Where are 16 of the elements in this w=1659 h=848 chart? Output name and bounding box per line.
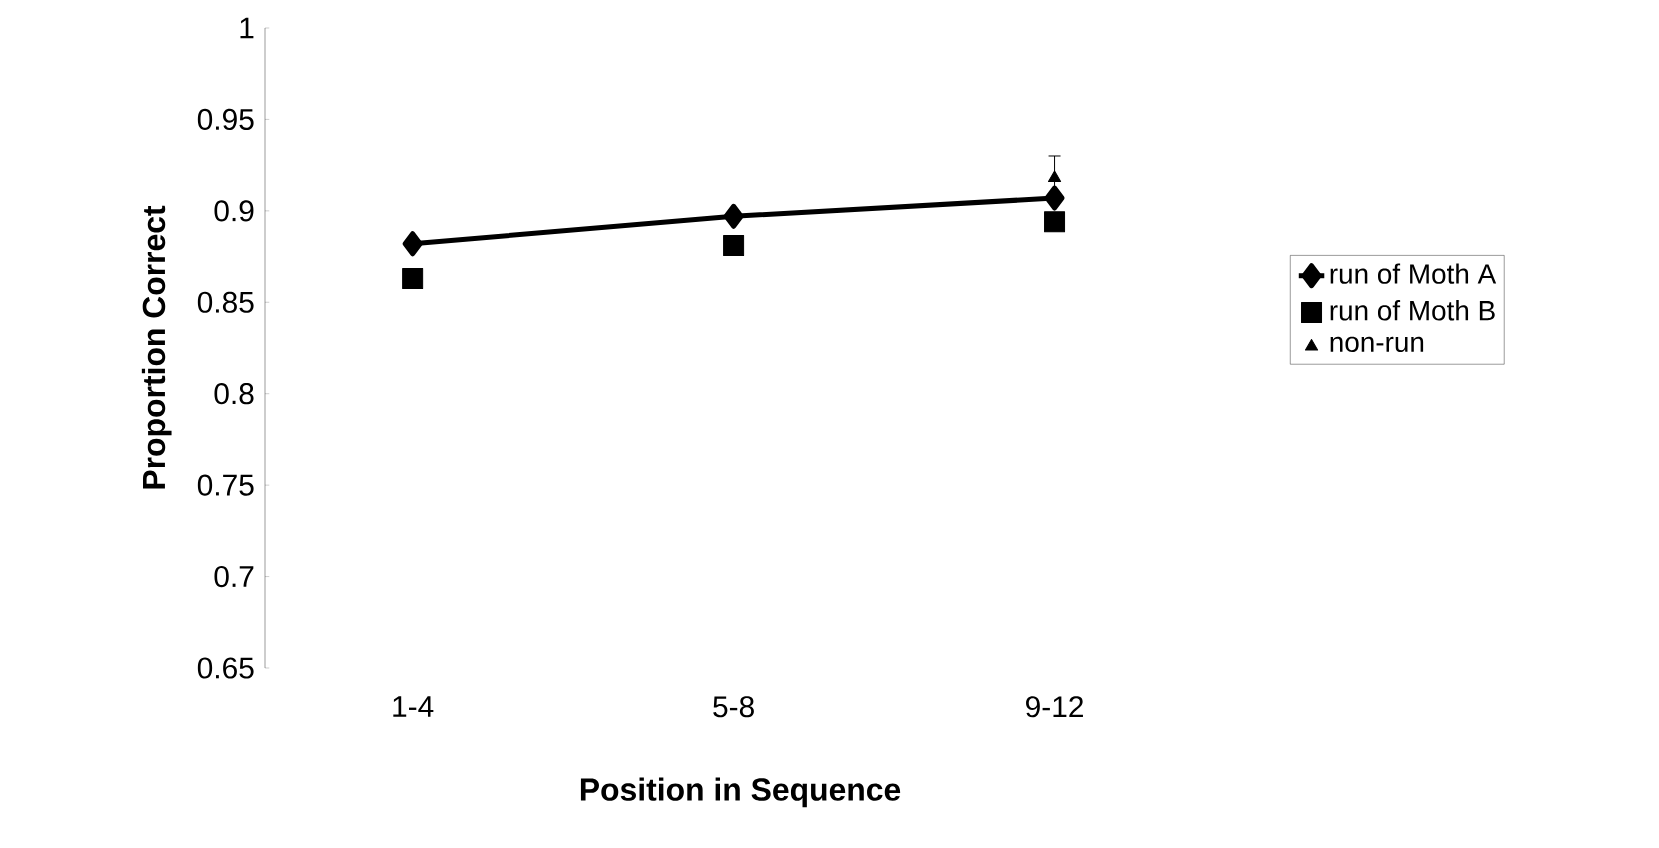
y-tick-label: 0.7 xyxy=(214,565,254,588)
y-tick-label: 0.65 xyxy=(197,657,254,679)
legend-label: non-run xyxy=(1330,336,1424,353)
legend-label: run of Moth B xyxy=(1330,300,1495,321)
y-tick-label: 0.85 xyxy=(197,291,254,313)
x-tick-label: 9-12 xyxy=(1026,696,1083,718)
y-tick-label: 0.9 xyxy=(214,200,254,222)
y-tick-label: 1 xyxy=(240,17,254,39)
y-tick-label: 0.8 xyxy=(214,383,254,405)
x-tick-label: 5-8 xyxy=(713,696,754,718)
legend-label: run of Moth A xyxy=(1330,263,1497,284)
y-tick-label: 0.75 xyxy=(197,474,254,496)
y-tick-label: 0.95 xyxy=(197,108,254,130)
y-axis-title: Proportion Correct xyxy=(141,205,172,489)
x-axis-title: Position in Sequence xyxy=(580,777,901,808)
x-tick-label: 1-4 xyxy=(393,696,434,717)
